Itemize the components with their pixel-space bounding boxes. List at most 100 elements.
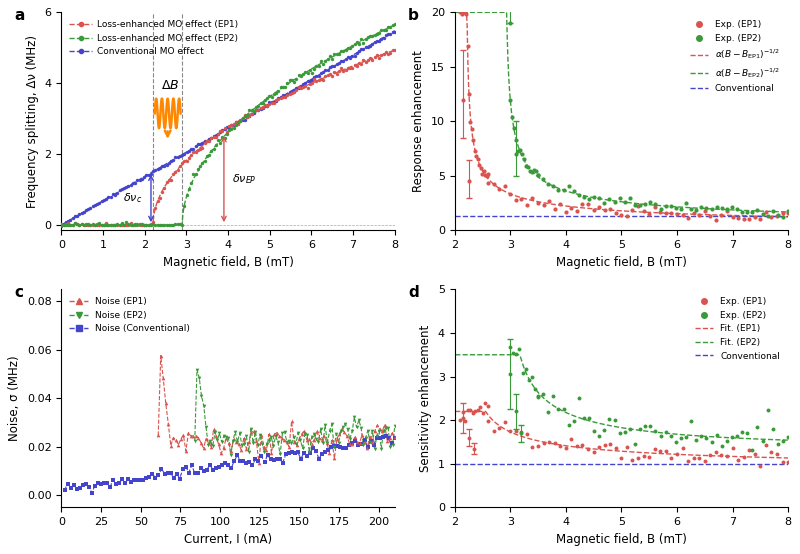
Point xyxy=(158,183,170,192)
Point xyxy=(593,431,606,440)
Point xyxy=(292,83,305,92)
Point xyxy=(232,119,245,128)
Point xyxy=(235,445,248,454)
Point xyxy=(149,166,162,175)
Point xyxy=(61,479,74,488)
Point xyxy=(298,426,310,435)
Point xyxy=(562,181,575,190)
Point xyxy=(221,130,234,138)
Point xyxy=(532,393,545,402)
Point xyxy=(608,198,621,207)
Point xyxy=(364,54,377,63)
Point xyxy=(659,201,672,210)
Point xyxy=(621,443,634,452)
Point xyxy=(364,32,377,41)
Point xyxy=(238,115,251,124)
Point xyxy=(70,484,83,493)
Point xyxy=(638,207,650,216)
Point xyxy=(182,153,195,162)
Point xyxy=(272,93,285,102)
Point xyxy=(270,95,282,104)
Point xyxy=(222,434,235,443)
Point xyxy=(66,220,79,229)
Point xyxy=(126,179,139,188)
Point xyxy=(191,140,204,149)
Point xyxy=(629,200,642,209)
Point xyxy=(357,55,370,64)
Point xyxy=(266,97,278,106)
Point xyxy=(243,458,256,467)
Point xyxy=(281,79,294,88)
Point xyxy=(174,219,186,228)
Point xyxy=(178,150,191,158)
Point xyxy=(286,86,298,95)
Point xyxy=(194,161,206,170)
Point xyxy=(58,486,71,495)
Point xyxy=(353,416,366,424)
Point xyxy=(57,220,70,229)
Point xyxy=(362,426,374,435)
Point xyxy=(274,454,286,463)
Point xyxy=(292,429,305,438)
Point xyxy=(361,444,374,453)
Point xyxy=(104,220,117,229)
Point xyxy=(342,63,354,72)
Point xyxy=(221,127,234,136)
Point xyxy=(82,482,95,491)
Point xyxy=(140,171,153,179)
Point xyxy=(359,42,372,51)
Point xyxy=(306,439,318,448)
Point xyxy=(129,178,142,187)
Point xyxy=(382,30,394,39)
Point xyxy=(160,161,173,170)
Point xyxy=(384,30,397,39)
Point xyxy=(223,124,236,132)
Point xyxy=(55,221,68,230)
Point xyxy=(715,204,728,213)
Point xyxy=(389,20,402,29)
Point xyxy=(359,433,372,442)
Point xyxy=(313,454,326,463)
Point xyxy=(557,404,570,413)
Point xyxy=(674,204,687,213)
Point xyxy=(469,407,482,416)
Point xyxy=(498,181,511,190)
Point xyxy=(234,456,246,465)
Point xyxy=(236,115,249,124)
Point xyxy=(384,49,397,58)
Point xyxy=(187,144,200,153)
Point xyxy=(359,58,372,66)
Point xyxy=(306,79,318,88)
Point xyxy=(721,451,734,460)
Point xyxy=(78,220,90,229)
Point xyxy=(638,452,650,460)
Point xyxy=(648,444,661,453)
Point xyxy=(334,47,347,56)
Point xyxy=(573,393,586,402)
Point xyxy=(290,75,302,84)
Point xyxy=(286,75,298,84)
Point xyxy=(383,434,396,443)
Point xyxy=(213,462,226,471)
Point xyxy=(278,435,290,444)
Point xyxy=(654,431,667,440)
Point xyxy=(626,206,639,215)
Point xyxy=(109,220,122,229)
Point xyxy=(570,206,583,215)
Point xyxy=(328,442,341,451)
Point xyxy=(223,125,236,134)
Point xyxy=(762,212,774,221)
Point xyxy=(149,220,162,229)
Point xyxy=(362,56,374,65)
Point xyxy=(252,106,265,115)
Point xyxy=(115,185,128,194)
Point xyxy=(207,425,220,434)
Point xyxy=(515,429,528,438)
Point xyxy=(466,125,478,134)
Point xyxy=(67,480,80,489)
Point xyxy=(743,214,756,223)
Point xyxy=(344,54,357,63)
Point xyxy=(146,218,159,227)
Point xyxy=(312,437,325,446)
Point xyxy=(576,199,589,208)
